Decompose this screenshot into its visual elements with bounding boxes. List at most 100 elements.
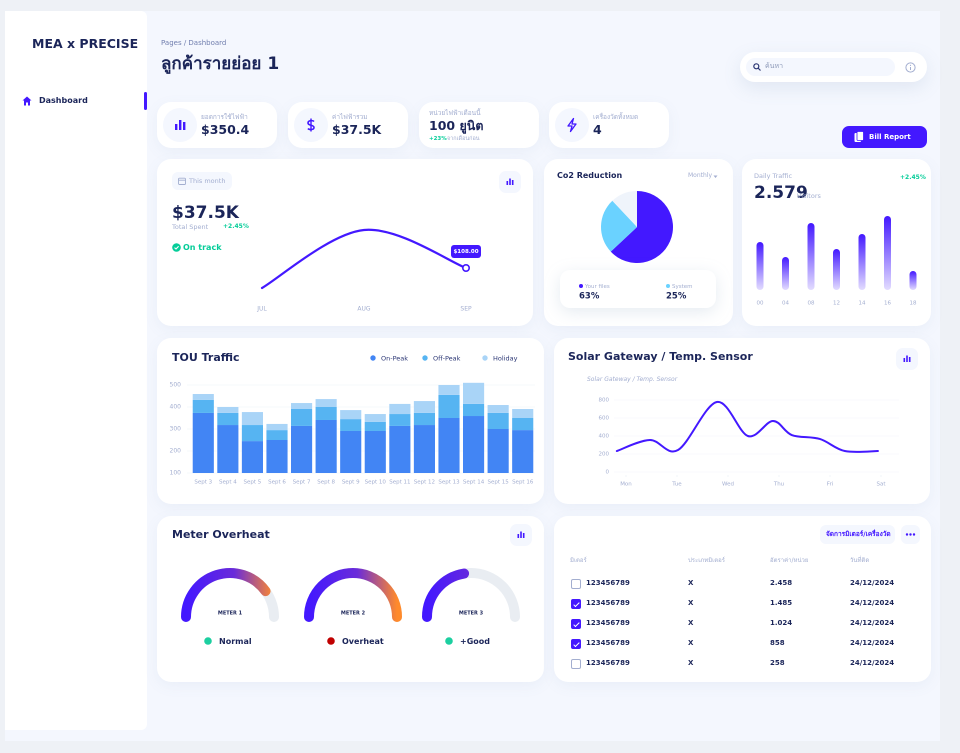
- chart-subtitle: Solar Gateway / Temp. Sensor: [587, 376, 678, 383]
- spent-change: +2.45%: [223, 223, 249, 230]
- bar-segment: [389, 414, 411, 426]
- search-input[interactable]: ค้นหา: [746, 58, 895, 76]
- checkbox[interactable]: [571, 599, 581, 609]
- x-tick-label: Sept 11: [389, 480, 410, 486]
- bar-segment: [291, 403, 313, 409]
- stat-label: เครื่องวัดทั้งหมด: [593, 113, 639, 121]
- table-cell: 123456789: [586, 598, 630, 607]
- bar-segment: [217, 407, 239, 413]
- tou-chart: 100 200 300 400 500 Sept 3 Sept 4 Sept 5 Sept 6 S…: [170, 355, 535, 486]
- card-title: Meter Overheat: [172, 528, 270, 541]
- manage-button[interactable]: จัดการมิเตอร์/เครื่องวัด: [820, 525, 895, 544]
- bar: [884, 216, 891, 290]
- more-icon: [905, 533, 916, 536]
- tooltip-label: $108.00: [453, 249, 478, 255]
- stat-label: ยอดการใช้ไฟฟ้า: [201, 113, 248, 121]
- x-tick-label: JUL: [256, 306, 267, 313]
- stat-label: ค่าไฟฟ้ารวม: [332, 113, 368, 121]
- x-tick-label: 00: [757, 301, 764, 307]
- meter-table-card: จัดการมิเตอร์/เครื่องวัด มิเตอร์ ประเภทมิ…: [554, 516, 931, 682]
- stat-value: 100 ยูนิต: [429, 118, 484, 133]
- status-dot: [445, 637, 453, 645]
- table-cell: 24/12/2024: [850, 598, 895, 607]
- x-tick-label: Thu: [773, 482, 784, 488]
- nav-item[interactable]: Dashboard: [39, 96, 88, 105]
- table-cell: X: [688, 618, 694, 627]
- bar-segment: [217, 412, 239, 426]
- bar: [833, 249, 840, 290]
- stat-card: หน่วยไฟฟ้าเดือนนี้ 100 ยูนิต +23% จากเดื…: [419, 102, 539, 148]
- brand: MEA x PRECISE: [32, 36, 139, 51]
- bar-segment: [241, 441, 263, 473]
- legend-swatch: [422, 355, 428, 361]
- checkbox[interactable]: [571, 579, 581, 589]
- x-tick-label: Sept 5: [244, 480, 262, 486]
- legend-label: Off-Peak: [433, 355, 461, 363]
- bars-icon: [175, 120, 186, 130]
- bar-segment: [364, 421, 386, 431]
- search-bar: ค้นหา: [740, 52, 927, 82]
- bar-segment: [389, 425, 411, 473]
- stat-value: $350.4: [201, 122, 250, 137]
- chart-menu-button[interactable]: [510, 524, 532, 546]
- stat-value: $37.5K: [332, 122, 382, 137]
- y-tick-label: 300: [170, 426, 182, 433]
- card-title: Solar Gateway / Temp. Sensor: [568, 350, 753, 363]
- page-title: ลูกค้ารายย่อย 1: [161, 54, 280, 74]
- card-title: Daily Traffic: [754, 172, 793, 180]
- chart-menu-button[interactable]: [499, 171, 521, 193]
- checkbox[interactable]: [571, 659, 581, 669]
- bar-segment: [266, 430, 288, 440]
- search-placeholder: ค้นหา: [765, 62, 784, 70]
- x-tick-label: SEP: [460, 306, 472, 313]
- info-icon[interactable]: [905, 62, 916, 73]
- column-header: ประเภทมิเตอร์: [688, 557, 725, 564]
- table-cell: X: [688, 638, 694, 647]
- table-cell: 123456789: [586, 658, 630, 667]
- bar-segment: [438, 385, 460, 395]
- y-tick-label: 800: [599, 398, 610, 404]
- bar-segment: [463, 416, 485, 473]
- button-label: Bill Report: [869, 132, 911, 141]
- legend-box: [560, 270, 716, 308]
- bar: [756, 242, 764, 290]
- x-tick-label: AUG: [357, 306, 370, 313]
- x-tick-label: Sept 12: [414, 480, 435, 486]
- checkbox[interactable]: [571, 619, 581, 629]
- x-tick-label: 14: [859, 301, 866, 307]
- point-marker: [461, 264, 470, 273]
- table-cell: 858: [770, 638, 785, 647]
- table-cell: 1.485: [770, 598, 793, 607]
- status-label: +Good: [460, 637, 490, 646]
- spent-card: This month $37.5K Total Spent +2.45% On …: [157, 159, 533, 326]
- more-button[interactable]: [901, 525, 920, 544]
- chart-menu-button[interactable]: [896, 348, 918, 370]
- bar: [807, 223, 815, 290]
- bar-segment: [266, 440, 288, 473]
- x-tick-label: Sept 6: [268, 480, 286, 486]
- table-cell: 258: [770, 658, 785, 667]
- button-label: จัดการมิเตอร์/เครื่องวัด: [826, 530, 891, 538]
- x-tick-label: Sept 13: [438, 480, 460, 486]
- x-tick-label: Sept 9: [342, 480, 360, 486]
- y-tick-label: 400: [599, 434, 610, 440]
- legend-value: 25%: [666, 292, 687, 302]
- legend-label: System: [672, 284, 693, 290]
- period-pill[interactable]: This month: [172, 172, 232, 190]
- stat-icon: [555, 108, 589, 142]
- bill-report-button[interactable]: Bill Report: [842, 126, 927, 148]
- column-header: อัตราค่า/หน่วย: [770, 557, 809, 564]
- report-icon: [854, 131, 864, 142]
- stat-card: ค่าไฟฟ้ารวม $37.5K: [288, 102, 408, 148]
- bar-segment: [340, 419, 362, 431]
- solar-card: Solar Gateway / Temp. Sensor Solar Gatew…: [554, 338, 930, 504]
- status-label: On track: [183, 243, 222, 252]
- bars-icon: [903, 355, 911, 362]
- bar-segment: [266, 423, 288, 431]
- period-select[interactable]: Monthly: [688, 172, 713, 179]
- status-label: Normal: [219, 637, 252, 646]
- checkbox[interactable]: [571, 639, 581, 649]
- status-dot: [327, 637, 335, 645]
- breadcrumb: Pages / Dashboard: [161, 39, 227, 47]
